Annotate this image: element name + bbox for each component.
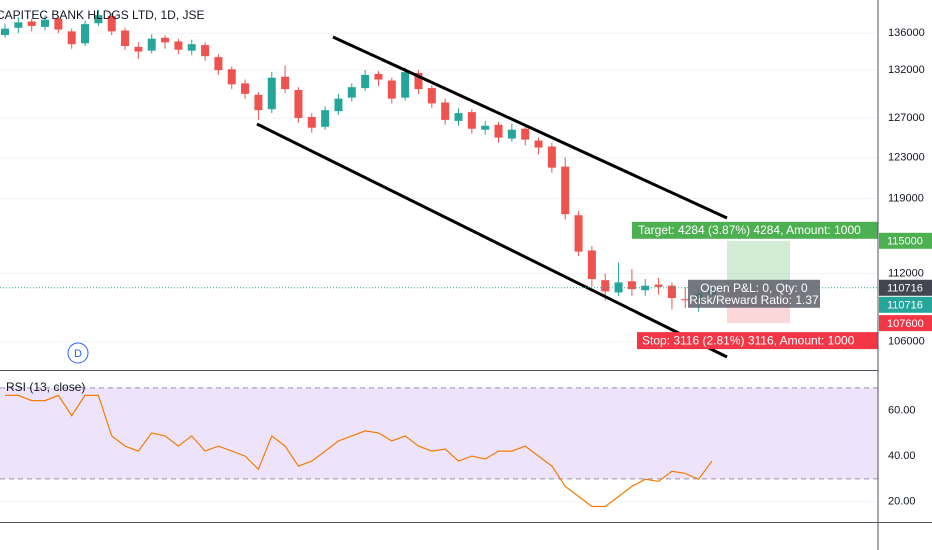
candle-body xyxy=(467,112,476,129)
candle-body xyxy=(14,22,23,28)
price-badge-label: 115000 xyxy=(887,236,923,248)
rsi-band xyxy=(0,387,878,479)
candle-body xyxy=(294,90,303,118)
channel-lower xyxy=(256,122,728,359)
candle-body xyxy=(601,280,610,292)
drawings xyxy=(256,35,728,359)
price-axis-bg xyxy=(878,0,932,550)
chart-title: CAPITEC BANK HLDGS LTD, 1D, JSE xyxy=(0,8,205,22)
candle-body xyxy=(574,215,583,252)
interval-marker-circle[interactable] xyxy=(67,342,89,364)
plot xyxy=(0,9,878,508)
candle-body xyxy=(547,146,556,168)
stop-label: Stop: 3116 (2.81%) 3116, Amount: 1000 xyxy=(642,333,855,347)
candle-body xyxy=(27,21,36,26)
target-label: Target: 4284 (3.87%) 4284, Amount: 1000 xyxy=(638,223,861,237)
candle-body xyxy=(441,102,450,120)
candle-body xyxy=(627,281,636,290)
candle-body xyxy=(174,41,183,50)
candle-body xyxy=(201,45,210,57)
candle-body xyxy=(241,83,250,94)
candle-body xyxy=(654,284,663,287)
price-badge-label: 110716 xyxy=(887,300,923,312)
rsi-title: RSI (13, close) xyxy=(6,380,85,394)
candle-body xyxy=(347,87,356,98)
candle-body xyxy=(81,24,90,44)
candle-body xyxy=(187,44,196,51)
pnl-label: Open P&L: 0, Qty: 0 xyxy=(700,281,808,295)
candle-body xyxy=(387,80,396,99)
candle-body xyxy=(307,116,316,128)
candle-body xyxy=(481,125,490,130)
candle-body xyxy=(1,28,10,36)
candle-body xyxy=(414,72,423,90)
candle-body xyxy=(267,77,276,110)
candle-body xyxy=(321,110,330,127)
y-tick-label: 40.00 xyxy=(888,450,916,462)
y-tick-label: 20.00 xyxy=(888,495,916,507)
interval-marker[interactable]: D xyxy=(74,348,82,360)
channel-upper xyxy=(332,35,728,220)
y-tick-label: 127000 xyxy=(888,112,925,124)
candle-body xyxy=(67,31,76,45)
stop-label-bg xyxy=(637,332,878,350)
candle-body xyxy=(374,73,383,80)
candle-body xyxy=(521,128,530,140)
y-tick-label: 119000 xyxy=(888,192,924,204)
candle-body xyxy=(334,98,343,112)
candle-body xyxy=(587,250,596,280)
candle-body xyxy=(107,16,116,32)
axis: 106000 112000 119000 123000 127000 132000 1360… xyxy=(879,27,932,507)
candle-body xyxy=(41,19,50,27)
candle-body xyxy=(54,18,63,30)
y-tick-label: 123000 xyxy=(888,151,925,163)
price-badge xyxy=(879,279,932,296)
candle-body xyxy=(94,15,103,24)
price-badge-label: 107600 xyxy=(887,318,924,330)
pnl-label-bg xyxy=(688,279,820,308)
candle-body xyxy=(507,129,516,139)
price-badge xyxy=(879,296,932,313)
candle-body xyxy=(281,76,290,90)
candle-body xyxy=(227,69,236,85)
y-tick-label: 60.00 xyxy=(888,405,916,417)
price-badge-label: 110716 xyxy=(887,283,923,295)
candle-body xyxy=(401,72,410,98)
candle-body xyxy=(147,38,156,51)
candle-body xyxy=(534,140,543,148)
candle-body xyxy=(134,46,143,52)
candle-body xyxy=(667,285,676,299)
price-badge xyxy=(879,232,932,249)
candle-body xyxy=(361,74,370,89)
candle-body xyxy=(254,94,263,111)
candle-body xyxy=(561,166,570,215)
target-label-bg xyxy=(632,221,878,239)
overlay: Target: 4284 (3.87%) 4284, Amount: 1000 S… xyxy=(0,221,878,350)
candle-body xyxy=(494,124,503,138)
y-tick-label: 136000 xyxy=(888,27,925,39)
candle-body xyxy=(681,299,690,301)
rr-label: Risk/Reward Ratio: 1.37 xyxy=(689,293,819,307)
y-tick-label: 112000 xyxy=(888,267,924,279)
rsi-line xyxy=(5,394,713,508)
candle-body xyxy=(427,88,436,104)
time-axis-bg xyxy=(0,522,932,550)
price-badge xyxy=(879,315,932,332)
candle-body xyxy=(214,57,223,71)
candle-body xyxy=(161,37,170,43)
candle-body xyxy=(121,30,130,47)
y-tick-label: 132000 xyxy=(888,64,925,76)
y-tick-label: 106000 xyxy=(888,336,925,348)
candle-body xyxy=(454,113,463,121)
